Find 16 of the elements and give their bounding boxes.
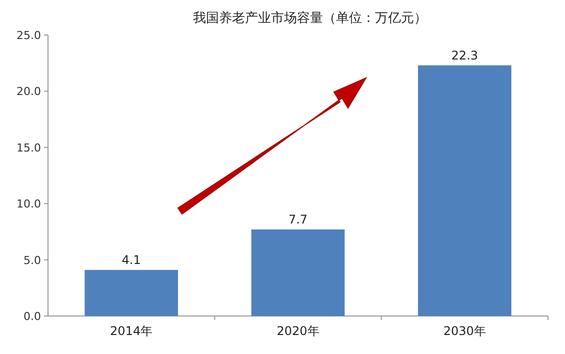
x-tick-label: 2030年 (443, 324, 486, 338)
y-tick-label: 25.0 (16, 29, 41, 42)
y-tick-label: 5.0 (24, 254, 41, 267)
bar (418, 65, 512, 316)
data-label: 22.3 (451, 48, 478, 62)
y-tick-label: 0.0 (24, 310, 41, 323)
data-label: 4.1 (122, 252, 141, 267)
bar (251, 229, 345, 316)
x-tick-label: 2020年 (276, 324, 320, 338)
x-tick-label: 2014年 (110, 324, 153, 338)
y-tick-label: 15.0 (16, 141, 41, 154)
y-tick-label: 10.0 (16, 198, 41, 211)
data-label: 7.7 (288, 212, 308, 226)
y-tick-label: 20.0 (16, 85, 41, 98)
chart-title: 我国养老产业市场容量（单位：万亿元） (193, 10, 427, 26)
bar (84, 270, 178, 316)
